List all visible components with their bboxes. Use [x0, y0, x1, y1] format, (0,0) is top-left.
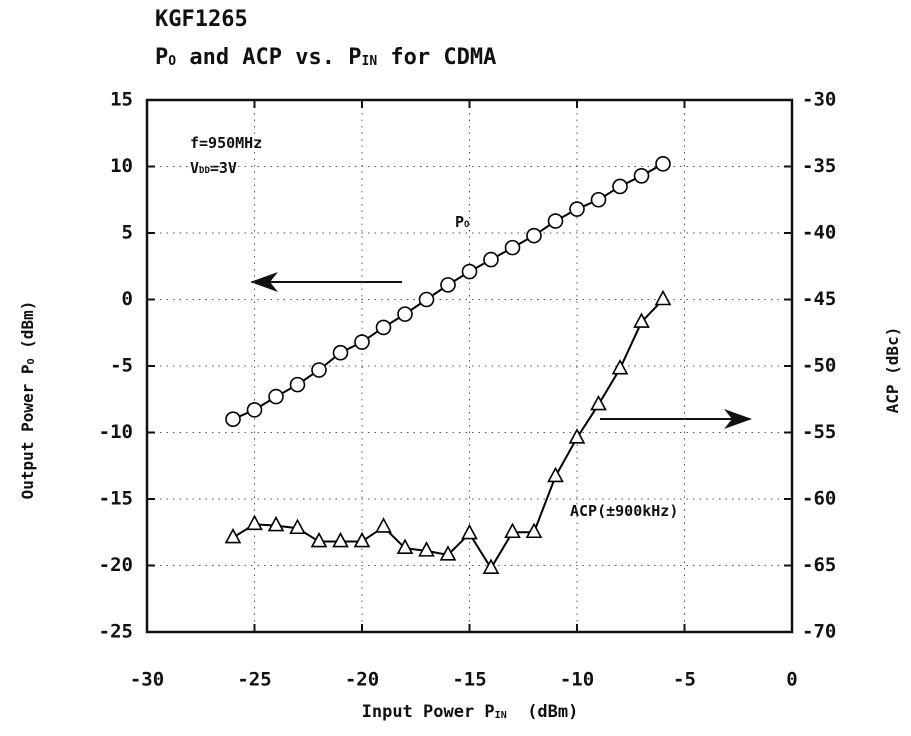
y-axis-label-part: O	[26, 358, 37, 364]
annotation-part: O	[464, 220, 470, 230]
marker	[267, 515, 285, 532]
annotation-part: P	[455, 213, 464, 231]
marker	[289, 518, 306, 535]
marker	[225, 411, 241, 428]
marker	[504, 239, 521, 256]
chart-subtitle-part: IN	[362, 54, 378, 69]
marker	[590, 394, 607, 411]
y-axis-label-part: Output Power P	[18, 364, 37, 499]
marker	[268, 388, 284, 405]
y2-tick-label: -55	[802, 421, 836, 443]
marker	[418, 541, 435, 557]
marker	[568, 428, 586, 444]
marker	[310, 531, 328, 548]
chart-subtitle: PO and ACP vs. PIN for CDMA	[155, 45, 496, 70]
marker	[396, 538, 414, 555]
marker	[311, 362, 327, 378]
y-tick-label: -25	[99, 621, 133, 643]
chart-subtitle-part: and ACP vs. P	[176, 45, 361, 70]
marker	[439, 545, 457, 561]
y2-axis-label-part: ACP (dBc)	[883, 327, 902, 414]
marker	[654, 289, 672, 306]
marker	[590, 191, 607, 208]
marker	[332, 531, 349, 548]
marker	[397, 306, 413, 322]
y-tick-label: -10	[99, 421, 133, 443]
y2-tick-label: -40	[802, 222, 836, 244]
annotation-part: f=950MHz	[190, 134, 262, 152]
marker	[289, 376, 306, 393]
y-tick-label: 5	[122, 222, 133, 244]
marker	[375, 319, 392, 336]
y2-tick-label: -35	[802, 155, 836, 177]
x-tick-label: -5	[673, 669, 696, 691]
x-axis-label: Input Power PIN (dBm)	[362, 702, 579, 722]
annotation-part: ACP(±900kHz)	[570, 502, 678, 520]
y2-tick-label: -60	[802, 488, 836, 510]
y2-tick-label: -65	[802, 554, 836, 576]
y-tick-label: -20	[99, 554, 133, 576]
marker	[354, 334, 370, 350]
annotation-part: DD	[199, 166, 210, 176]
x-axis-label-part: (dBm)	[507, 702, 579, 722]
annotation: ACP(±900kHz)	[570, 502, 678, 520]
annotation-part: =3V	[210, 159, 237, 177]
marker	[504, 522, 521, 539]
y2-tick-label: -30	[802, 89, 836, 111]
chart-subtitle-part: P	[155, 45, 168, 70]
y2-tick-label: -45	[802, 288, 836, 310]
marker	[332, 344, 349, 361]
marker	[547, 466, 564, 483]
annotation: VDD=3V	[190, 159, 237, 177]
marker	[633, 312, 650, 328]
y-tick-label: 10	[110, 155, 133, 177]
y2-axis-label: ACP (dBc)	[883, 327, 902, 414]
marker	[246, 514, 263, 531]
marker	[224, 527, 242, 544]
marker	[633, 168, 650, 184]
x-tick-label: -15	[452, 669, 486, 691]
chart-title: KGF1265	[155, 7, 248, 32]
marker	[612, 178, 628, 195]
y-axis-label: Output Power PO (dBm)	[18, 301, 38, 500]
annotation-part: V	[190, 159, 199, 177]
y-tick-label: -5	[110, 355, 133, 377]
marker	[461, 263, 478, 280]
y-tick-label: 15	[110, 89, 133, 111]
chart-subtitle-part: O	[168, 54, 176, 69]
marker	[547, 213, 564, 229]
annotation: PO	[455, 213, 470, 231]
marker	[483, 251, 499, 268]
x-tick-label: -30	[130, 669, 164, 691]
marker	[246, 402, 263, 418]
x-tick-label: 0	[786, 669, 797, 691]
x-tick-label: -20	[345, 669, 379, 691]
marker	[440, 277, 456, 293]
marker	[375, 517, 392, 533]
marker	[611, 358, 629, 375]
marker	[525, 522, 543, 539]
marker	[482, 558, 500, 574]
annotation: f=950MHz	[190, 134, 262, 152]
marker	[526, 227, 542, 244]
x-axis-label-part: IN	[495, 710, 507, 721]
marker	[655, 156, 671, 172]
marker	[461, 523, 478, 540]
x-axis-label-part: Input Power P	[362, 702, 495, 722]
y-axis-label-part: (dBm)	[18, 301, 37, 359]
y2-tick-label: -70	[802, 621, 836, 643]
y2-tick-label: -50	[802, 355, 836, 377]
x-tick-label: -25	[237, 669, 271, 691]
chart-subtitle-part: for CDMA	[377, 45, 496, 70]
y-tick-label: -15	[99, 488, 133, 510]
plot-frame	[145, 98, 794, 634]
marker	[418, 291, 435, 308]
marker	[569, 201, 585, 217]
y-tick-label: 0	[122, 288, 133, 310]
marker	[353, 531, 371, 548]
x-tick-label: -10	[560, 669, 594, 691]
